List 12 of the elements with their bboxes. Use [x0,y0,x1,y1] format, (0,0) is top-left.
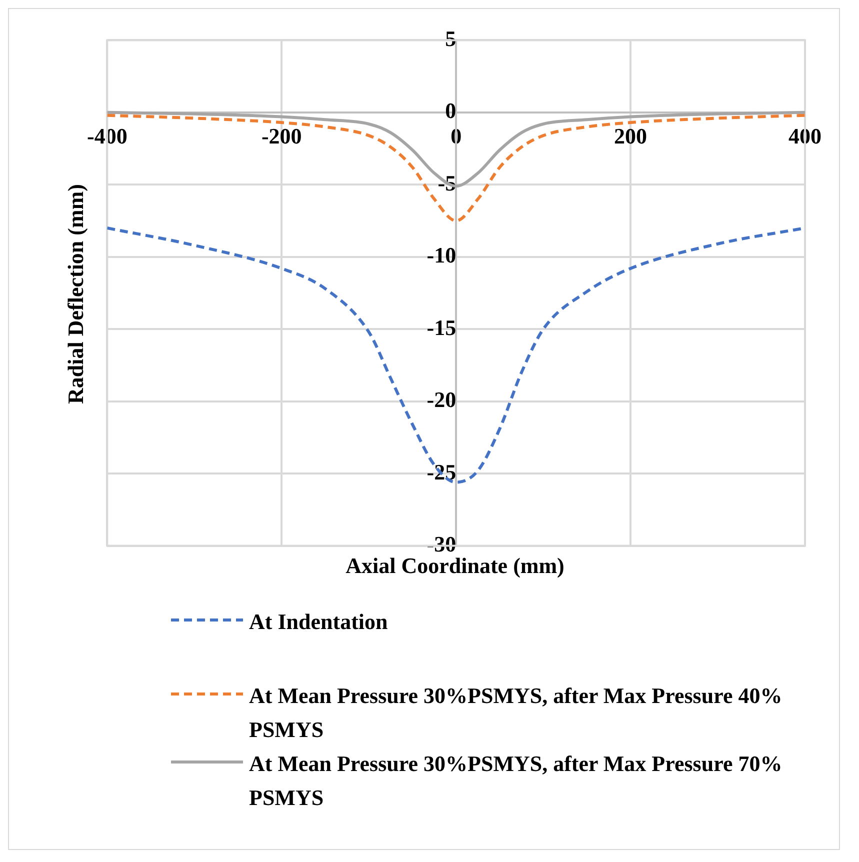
y-tick-label: -15 [426,314,456,340]
x-tick-label: 200 [614,123,648,148]
legend-label: At Indentation [249,608,388,636]
legend-label: At Mean Pressure 30%PSMYS, after Max Pressure 40% PSMYS [249,682,784,744]
x-axis-title: Axial Coordinate (mm) [344,553,566,579]
y-tick-label: 0 [445,98,456,124]
y-tick-label: -10 [426,242,456,268]
y-tick-label: -20 [426,387,456,412]
x-tick-label: -200 [261,123,302,148]
x-tick-label: 400 [788,123,822,148]
legend-label: At Mean Pressure 30%PSMYS, after Max Pressure 70% PSMYS [249,750,784,812]
y-axis-title: Radial Deflection (mm) [63,184,89,404]
